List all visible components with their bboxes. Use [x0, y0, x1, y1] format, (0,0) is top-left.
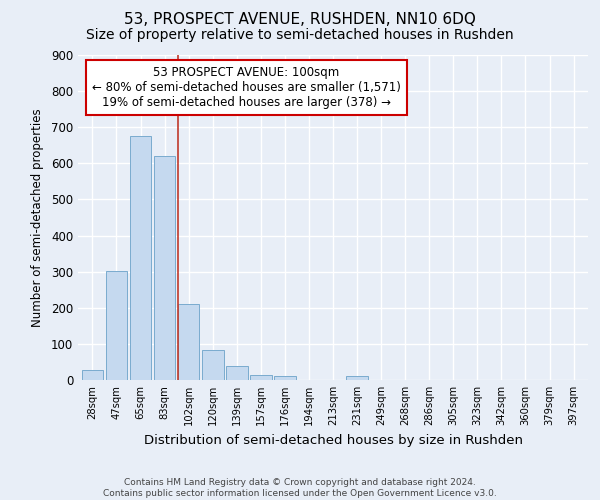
Y-axis label: Number of semi-detached properties: Number of semi-detached properties [31, 108, 44, 327]
Bar [274, 376, 296, 380]
Text: 53, PROSPECT AVENUE, RUSHDEN, NN10 6DQ: 53, PROSPECT AVENUE, RUSHDEN, NN10 6DQ [124, 12, 476, 28]
Bar [346, 376, 368, 380]
Bar [202, 350, 224, 380]
Bar [130, 136, 151, 380]
Bar [178, 304, 199, 380]
Text: 53 PROSPECT AVENUE: 100sqm
← 80% of semi-detached houses are smaller (1,571)
19%: 53 PROSPECT AVENUE: 100sqm ← 80% of semi… [92, 66, 401, 110]
Bar [106, 271, 127, 380]
Bar [226, 366, 248, 380]
Text: Size of property relative to semi-detached houses in Rushden: Size of property relative to semi-detach… [86, 28, 514, 42]
Text: Contains HM Land Registry data © Crown copyright and database right 2024.
Contai: Contains HM Land Registry data © Crown c… [103, 478, 497, 498]
Bar [154, 156, 175, 380]
Bar [250, 374, 272, 380]
Bar [82, 370, 103, 380]
X-axis label: Distribution of semi-detached houses by size in Rushden: Distribution of semi-detached houses by … [143, 434, 523, 446]
